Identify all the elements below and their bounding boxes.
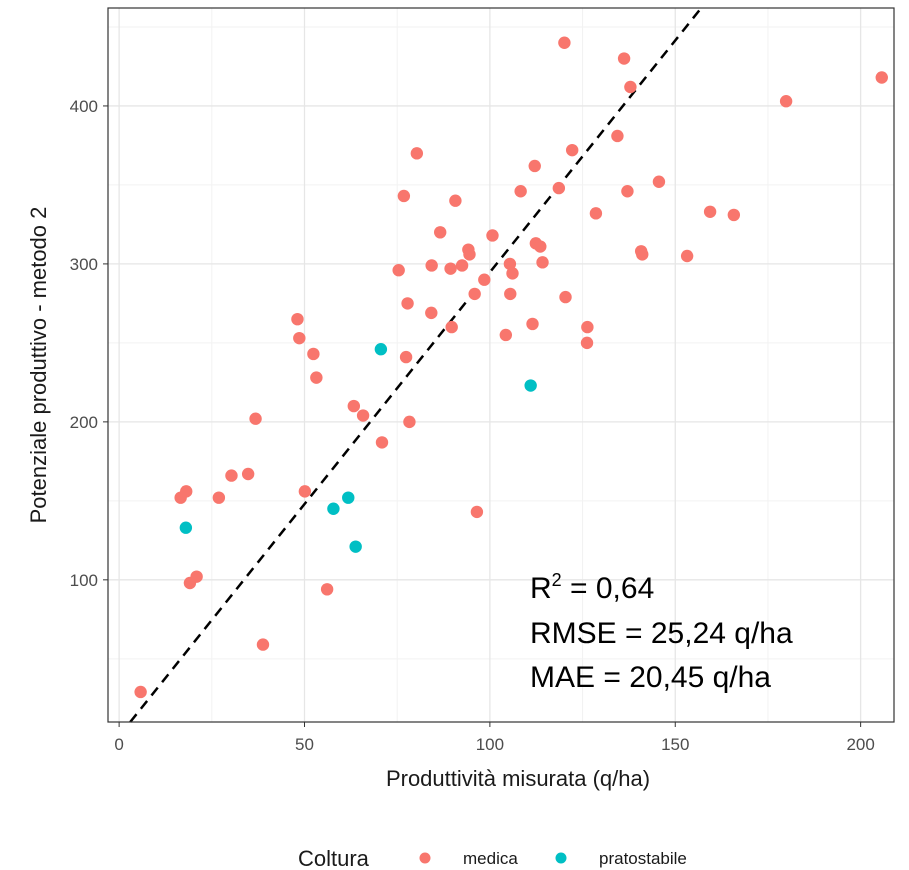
data-point-medica (611, 129, 624, 143)
data-point-medica (403, 415, 416, 429)
data-point-medica (444, 262, 457, 275)
data-point-pratostabile (327, 502, 340, 515)
data-point-medica (455, 259, 469, 272)
x-tick-label: 50 (295, 735, 314, 754)
data-point-pratostabile (374, 343, 388, 356)
x-axis-ticks: 0 50 100 150 200 (114, 722, 875, 754)
data-point-medica (552, 181, 566, 195)
legend-title: Coltura (298, 846, 370, 870)
data-point-medica (486, 229, 499, 242)
data-point-pratostabile (342, 491, 355, 504)
y-tick-label: 300 (70, 255, 98, 274)
data-point-medica (293, 331, 306, 345)
data-point-medica (463, 248, 476, 261)
reference-line (129, 7, 703, 723)
rmse-annotation: RMSE = 25,24 q/ha (530, 617, 793, 650)
data-point-medica (503, 257, 517, 271)
legend-key-pratostabile (555, 852, 567, 864)
data-point-medica (225, 469, 238, 482)
data-point-medica (559, 290, 572, 304)
data-point-medica (291, 312, 304, 326)
legend-key-medica (419, 852, 431, 864)
data-point-medica (621, 185, 634, 198)
y-axis-ticks: 100 200 300 400 (70, 97, 108, 590)
data-point-medica (478, 273, 491, 286)
r2-superscript: 2 (552, 570, 562, 590)
data-point-medica (624, 80, 637, 94)
data-point-medica (397, 189, 411, 203)
data-point-medica (580, 336, 594, 350)
r2-annotation: R2 = 0,64 (530, 570, 654, 605)
y-tick-label: 400 (70, 97, 98, 116)
data-point-medica (298, 485, 312, 498)
data-point-medica (526, 317, 539, 331)
data-point-pratostabile (349, 540, 362, 553)
data-point-medica (310, 371, 323, 384)
plot-panel-border (107, 7, 895, 723)
grid-lines (108, 8, 894, 722)
data-point-medica (565, 143, 579, 157)
x-tick-label: 200 (846, 735, 874, 754)
r2-value: = 0,64 (562, 572, 655, 605)
data-point-pratostabile (524, 379, 537, 392)
data-point-medica (528, 159, 541, 173)
data-point-medica (425, 306, 438, 320)
legend-label-pratostabile: pratostabile (599, 849, 687, 868)
data-point-medica (727, 208, 741, 222)
data-point-medica (249, 412, 262, 425)
data-point-medica (410, 147, 424, 160)
data-point-medica (433, 226, 447, 239)
data-point-medica (504, 287, 517, 301)
data-point-medica (499, 328, 513, 342)
y-tick-label: 100 (70, 571, 98, 590)
data-point-medica (536, 256, 549, 269)
data-point-medica (134, 685, 147, 699)
data-point-medica (514, 185, 527, 198)
data-point-medica (425, 259, 438, 272)
data-point-medica (875, 71, 888, 84)
data-point-pratostabile (179, 521, 193, 534)
data-point-medica (703, 205, 717, 218)
data-point-medica (180, 485, 193, 498)
data-point-medica (617, 52, 631, 65)
data-point-medica (534, 240, 547, 253)
x-tick-label: 100 (476, 735, 504, 754)
data-point-medica (356, 409, 370, 422)
data-point-medica (190, 570, 203, 583)
data-point-medica (468, 287, 481, 301)
x-tick-label: 0 (114, 735, 123, 754)
data-point-medica (652, 175, 666, 188)
data-point-medica (399, 350, 413, 364)
data-point-medica (470, 505, 484, 519)
data-point-medica (392, 264, 405, 277)
x-axis-title: Produttività misurata (q/ha) (386, 766, 650, 791)
data-point-medica (779, 94, 793, 108)
legend-label-medica: medica (463, 849, 518, 868)
legend: Coltura medica pratostabile (298, 846, 687, 870)
data-points (134, 36, 888, 699)
y-tick-label: 200 (70, 413, 98, 432)
y-axis-title: Potenziale produttivo - metodo 2 (26, 207, 51, 524)
data-point-medica (589, 207, 603, 220)
mae-annotation: MAE = 20,45 q/ha (530, 661, 771, 694)
data-point-medica (320, 583, 334, 596)
data-point-medica (212, 491, 226, 504)
data-point-medica (445, 320, 458, 334)
data-point-medica (307, 347, 320, 361)
data-point-medica (558, 36, 571, 49)
data-point-medica (449, 194, 462, 207)
data-point-medica (401, 297, 414, 310)
data-point-medica (375, 436, 389, 449)
data-point-medica (680, 249, 694, 263)
data-point-medica (256, 638, 270, 651)
data-point-medica (347, 399, 361, 413)
data-point-medica (581, 320, 594, 334)
x-tick-label: 150 (661, 735, 689, 754)
r2-prefix: R (530, 572, 552, 605)
data-point-medica (636, 248, 649, 261)
data-point-medica (241, 467, 255, 481)
data-point-medica (506, 267, 519, 280)
